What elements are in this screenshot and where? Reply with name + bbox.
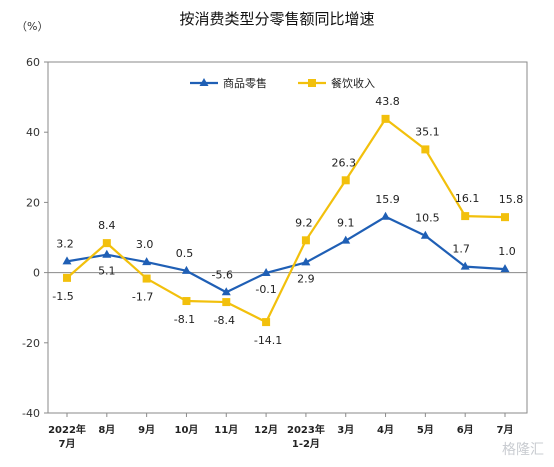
chart-title: 按消费类型分零售额同比增速: [179, 10, 375, 28]
data-label: 10.5: [415, 212, 440, 225]
series-line-goods: [66, 215, 506, 294]
data-label: 15.8: [499, 193, 524, 206]
y-tick-label: 60: [26, 56, 40, 69]
data-label: 43.8: [375, 95, 400, 108]
data-label: -8.4: [214, 314, 235, 327]
series-line-catering: [66, 117, 506, 324]
catering-point: [142, 274, 151, 283]
x-tick-label: 11月: [214, 424, 238, 436]
catering-point: [421, 145, 430, 154]
data-label: 15.9: [375, 193, 400, 206]
watermark-logo: 格隆汇: [502, 442, 544, 458]
catering-point: [182, 297, 191, 306]
x-tick-label: 2023年: [287, 423, 325, 436]
data-label: 1.0: [498, 245, 516, 258]
x-tick-label: 7月: [59, 438, 76, 450]
goods-point: [62, 256, 72, 265]
data-label: 35.1: [415, 125, 440, 138]
catering-point: [381, 114, 390, 123]
data-label: 9.2: [295, 216, 313, 229]
goods-point: [381, 211, 391, 220]
goods-point: [181, 265, 191, 274]
x-tick-label: 4月: [377, 424, 394, 436]
y-tick-label: 40: [26, 126, 40, 139]
x-tick-label: 5月: [417, 424, 434, 436]
goods-point: [102, 249, 112, 258]
data-label: 9.1: [337, 217, 355, 230]
x-tick-label: 7月: [497, 424, 514, 436]
data-label: 8.4: [98, 219, 116, 232]
goods-point: [221, 287, 231, 296]
x-tick-label: 12月: [254, 424, 278, 436]
y-axis-unit: （%）: [16, 20, 49, 33]
data-label: -5.6: [212, 268, 233, 281]
legend-catering-label: 餐饮收入: [331, 76, 375, 90]
data-label: 1.7: [452, 243, 470, 256]
x-tick-label: 6月: [457, 424, 474, 436]
y-tick-label: -40: [22, 407, 40, 420]
catering-point: [102, 239, 111, 248]
data-label: 3.0: [136, 238, 154, 251]
x-tick-label: 1-2月: [292, 438, 320, 450]
catering-point: [501, 213, 509, 222]
x-tick-label: 8月: [98, 424, 115, 436]
data-label: 16.1: [455, 192, 480, 205]
legend-catering-marker: [308, 79, 316, 87]
goods-point: [142, 257, 152, 266]
data-label: -14.1: [254, 334, 282, 347]
goods-point: [460, 261, 470, 270]
x-tick-label: 2022年: [48, 423, 86, 436]
catering-point: [341, 176, 350, 185]
data-label: 26.3: [331, 156, 356, 169]
data-label: 2.9: [297, 272, 315, 285]
y-tick-label: -20: [22, 337, 40, 350]
goods-point: [500, 264, 510, 273]
x-tick-label: 10月: [174, 424, 198, 436]
data-label: 3.2: [56, 237, 74, 250]
data-label: -1.5: [52, 290, 73, 303]
data-label: -8.1: [174, 313, 195, 326]
catering-point: [63, 273, 71, 282]
catering-point: [301, 236, 310, 245]
goods-point: [261, 267, 271, 276]
data-label: 5.1: [98, 265, 116, 278]
x-tick-label: 3月: [337, 424, 354, 436]
goods-point: [341, 235, 351, 244]
plot-frame: [47, 61, 528, 414]
catering-point: [222, 298, 231, 307]
goods-point: [301, 257, 311, 266]
data-label: -1.7: [132, 291, 153, 304]
data-label: -0.1: [255, 283, 276, 296]
y-tick-label: 0: [33, 267, 40, 280]
data-label: 0.5: [176, 247, 194, 260]
catering-point: [262, 318, 271, 327]
legend-goods-label: 商品零售: [223, 76, 267, 90]
goods-point: [420, 230, 430, 239]
legend-goods-marker: [199, 78, 209, 86]
x-tick-label: 9月: [138, 424, 155, 436]
catering-point: [461, 212, 470, 221]
y-tick-label: 20: [26, 196, 40, 209]
